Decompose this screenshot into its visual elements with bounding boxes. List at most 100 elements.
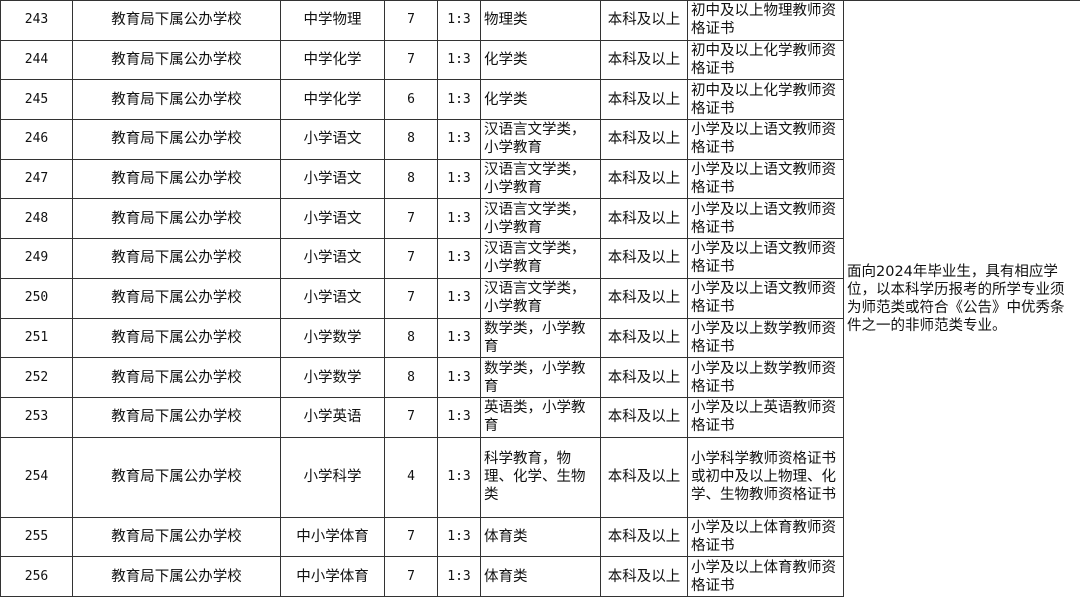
position-id-cell: 253: [0, 396, 73, 438]
headcount-cell: 4: [384, 436, 438, 518]
table-row: 256 教育局下属公办学校 中小学体育 7 1:3 体育类 本科及以上 小学及以上体育教师资格…: [0, 556, 1080, 597]
table-row: 247 教育局下属公办学校 小学语文 8 1:3 汉语言文学类，小学教育 本科及以上 小学及以…: [0, 158, 1080, 200]
subject-cell: 小学语文: [280, 238, 385, 279]
subject-cell: 小学语文: [280, 119, 385, 160]
table-row: 245 教育局下属公办学校 中学化学 6 1:3 化学类 本科及以上 初中及以上化学教师资格证…: [0, 79, 1080, 121]
major-cell: 化学类: [480, 79, 601, 121]
major-cell: 汉语言文学类，小学教育: [480, 277, 601, 319]
table-row: 254 教育局下属公办学校 小学科学 4 1:3 科学教育，物理、化学、生物类 本科及以上小…: [0, 436, 1080, 518]
table-row: 250 教育局下属公办学校 小学语文 7 1:3 汉语言文学类，小学教育 本科及以上 小学及以…: [0, 277, 1080, 319]
unit-cell: 教育局下属公办学校: [72, 516, 281, 558]
subject-cell: 中学化学: [280, 39, 385, 81]
qualification-cell: 小学及以上语文教师资格证书: [687, 158, 844, 200]
ratio-cell: 1:3: [437, 317, 481, 359]
headcount-cell: 8: [384, 119, 438, 160]
position-id-cell: 251: [0, 317, 73, 359]
ratio-cell: 1:3: [437, 238, 481, 279]
position-id-cell: 256: [0, 556, 73, 597]
headcount-cell: 7: [384, 556, 438, 597]
qualification-cell: 小学及以上数学教师资格证书: [687, 317, 844, 359]
table-row: 246 教育局下属公办学校 小学语文 8 1:3 汉语言文学类，小学教育 本科及以上 小学及以…: [0, 119, 1080, 160]
qualification-cell: 小学及以上数学教师资格证书: [687, 357, 844, 398]
ratio-cell: 1:3: [437, 0, 481, 41]
ratio-cell: 1:3: [437, 277, 481, 319]
education-cell: 本科及以上: [600, 516, 688, 558]
education-cell: 本科及以上: [600, 556, 688, 597]
education-cell: 本科及以上: [600, 396, 688, 438]
subject-cell: 中学化学: [280, 79, 385, 121]
position-id-cell: 244: [0, 39, 73, 81]
position-id-cell: 245: [0, 79, 73, 121]
qualification-cell: 小学及以上英语教师资格证书: [687, 396, 844, 438]
major-cell: 体育类: [480, 516, 601, 558]
major-cell: 汉语言文学类，小学教育: [480, 158, 601, 200]
unit-cell: 教育局下属公办学校: [72, 79, 281, 121]
education-cell: 本科及以上: [600, 39, 688, 81]
position-id-cell: 247: [0, 158, 73, 200]
ratio-cell: 1:3: [437, 119, 481, 160]
education-cell: 本科及以上: [600, 238, 688, 279]
subject-cell: 中小学体育: [280, 516, 385, 558]
qualification-cell: 小学及以上语文教师资格证书: [687, 198, 844, 240]
headcount-cell: 7: [384, 39, 438, 81]
major-cell: 体育类: [480, 556, 601, 597]
subject-cell: 小学科学: [280, 436, 385, 518]
headcount-cell: 7: [384, 0, 438, 41]
major-cell: 化学类: [480, 39, 601, 81]
table-row: 249 教育局下属公办学校 小学语文 7 1:3 汉语言文学类，小学教育 本科及以上 小学及以…: [0, 238, 1080, 279]
qualification-cell: 小学科学教师资格证书或初中及以上物理、化学、生物教师资格证书: [687, 436, 844, 518]
position-id-cell: 246: [0, 119, 73, 160]
qualification-cell: 初中及以上化学教师资格证书: [687, 39, 844, 81]
unit-cell: 教育局下属公办学校: [72, 436, 281, 518]
unit-cell: 教育局下属公办学校: [72, 119, 281, 160]
major-cell: 数学类，小学教育: [480, 357, 601, 398]
education-cell: 本科及以上: [600, 317, 688, 359]
subject-cell: 小学英语: [280, 396, 385, 438]
unit-cell: 教育局下属公办学校: [72, 317, 281, 359]
table-row: 253 教育局下属公办学校 小学英语 7 1:3 英语类，小学教育 本科及以上 小学及以上英语…: [0, 396, 1080, 438]
subject-cell: 小学数学: [280, 357, 385, 398]
major-cell: 物理类: [480, 0, 601, 41]
table-row: 244 教育局下属公办学校 中学化学 7 1:3 化学类 本科及以上 初中及以上化学教师资格证…: [0, 39, 1080, 81]
headcount-cell: 8: [384, 357, 438, 398]
qualification-cell: 初中及以上化学教师资格证书: [687, 79, 844, 121]
table-row: 255 教育局下属公办学校 中小学体育 7 1:3 体育类 本科及以上 小学及以上体育教师资格…: [0, 516, 1080, 558]
headcount-cell: 7: [384, 238, 438, 279]
headcount-cell: 7: [384, 277, 438, 319]
education-cell: 本科及以上: [600, 79, 688, 121]
headcount-cell: 7: [384, 396, 438, 438]
education-cell: 本科及以上: [600, 158, 688, 200]
subject-cell: 中学物理: [280, 0, 385, 41]
headcount-cell: 6: [384, 79, 438, 121]
major-cell: 英语类，小学教育: [480, 396, 601, 438]
unit-cell: 教育局下属公办学校: [72, 158, 281, 200]
qualification-cell: 小学及以上语文教师资格证书: [687, 238, 844, 279]
major-cell: 数学类，小学教育: [480, 317, 601, 359]
major-cell: 汉语言文学类，小学教育: [480, 198, 601, 240]
unit-cell: 教育局下属公办学校: [72, 238, 281, 279]
major-cell: 汉语言文学类，小学教育: [480, 119, 601, 160]
qualification-cell: 小学及以上体育教师资格证书: [687, 516, 844, 558]
education-cell: 本科及以上: [600, 277, 688, 319]
subject-cell: 中小学体育: [280, 556, 385, 597]
position-id-cell: 243: [0, 0, 73, 41]
qualification-cell: 初中及以上物理教师资格证书: [687, 0, 844, 41]
ratio-cell: 1:3: [437, 158, 481, 200]
unit-cell: 教育局下属公办学校: [72, 357, 281, 398]
ratio-cell: 1:3: [437, 436, 481, 518]
headcount-cell: 7: [384, 198, 438, 240]
ratio-cell: 1:3: [437, 556, 481, 597]
qualification-cell: 小学及以上语文教师资格证书: [687, 119, 844, 160]
headcount-cell: 8: [384, 158, 438, 200]
education-cell: 本科及以上: [600, 119, 688, 160]
ratio-cell: 1:3: [437, 396, 481, 438]
headcount-cell: 7: [384, 516, 438, 558]
headcount-cell: 8: [384, 317, 438, 359]
ratio-cell: 1:3: [437, 198, 481, 240]
subject-cell: 小学语文: [280, 198, 385, 240]
qualification-cell: 小学及以上体育教师资格证书: [687, 556, 844, 597]
position-id-cell: 248: [0, 198, 73, 240]
qualification-cell: 小学及以上语文教师资格证书: [687, 277, 844, 319]
